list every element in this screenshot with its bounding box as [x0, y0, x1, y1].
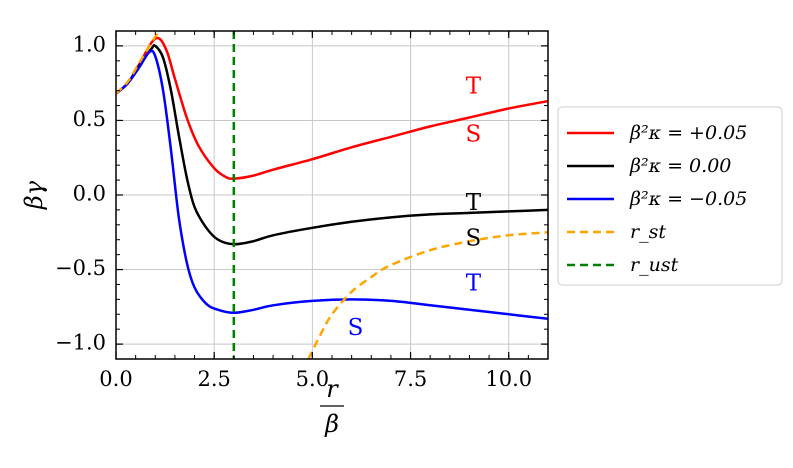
- legend: β²κ = +0.05 β²κ = 0.00 β²κ = −0.05 r_st r_us…: [557, 106, 783, 286]
- series-line-1: [116, 44, 548, 246]
- series-line-3-lower: [307, 231, 548, 359]
- x-tick-label-1: 2.5: [197, 367, 230, 391]
- y-tick-label-3: −0.5: [55, 256, 106, 280]
- series-line-3-upper: [116, 31, 161, 95]
- x-tick-label-4: 10.0: [485, 367, 532, 391]
- grid-lines: [115, 31, 548, 359]
- y-tick-label-4: −1.0: [55, 331, 106, 355]
- legend-label-3: r_st: [630, 221, 666, 243]
- legend-label-1: β²κ = 0.00: [629, 155, 731, 177]
- axis-ticks: 0.0 2.5 5.0 7.5 10.0 1.0 0.5 0.0 −0.5 −1.0: [55, 30, 549, 391]
- x-tick-label-2: 5.0: [296, 367, 329, 391]
- y-axis-label: βγ: [20, 180, 48, 210]
- axis-labels: rβ βγ: [20, 180, 344, 438]
- series-lines: [116, 31, 548, 359]
- annotation-5: S: [348, 315, 364, 341]
- annotation-0: T: [466, 74, 482, 100]
- legend-label-4: r_ust: [630, 254, 679, 276]
- annotation-4: T: [466, 270, 482, 296]
- y-tick-label-0: 1.0: [73, 32, 106, 56]
- annotation-3: S: [465, 226, 481, 252]
- x-tick-label-0: 0.0: [99, 367, 132, 391]
- series-line-0: [116, 36, 548, 180]
- legend-label-2: β²κ = −0.05: [629, 188, 747, 210]
- y-tick-label-1: 0.5: [73, 107, 106, 131]
- series-line-2: [116, 49, 548, 320]
- y-tick-label-2: 0.0: [73, 182, 106, 206]
- x-axis-label-numerator: r: [326, 375, 339, 403]
- x-axis-label-denominator: β: [324, 410, 339, 438]
- annotation-1: S: [465, 121, 481, 147]
- legend-box: [557, 106, 783, 286]
- x-tick-label-3: 7.5: [394, 367, 427, 391]
- annotation-2: T: [466, 190, 482, 216]
- legend-label-0: β²κ = +0.05: [629, 122, 747, 144]
